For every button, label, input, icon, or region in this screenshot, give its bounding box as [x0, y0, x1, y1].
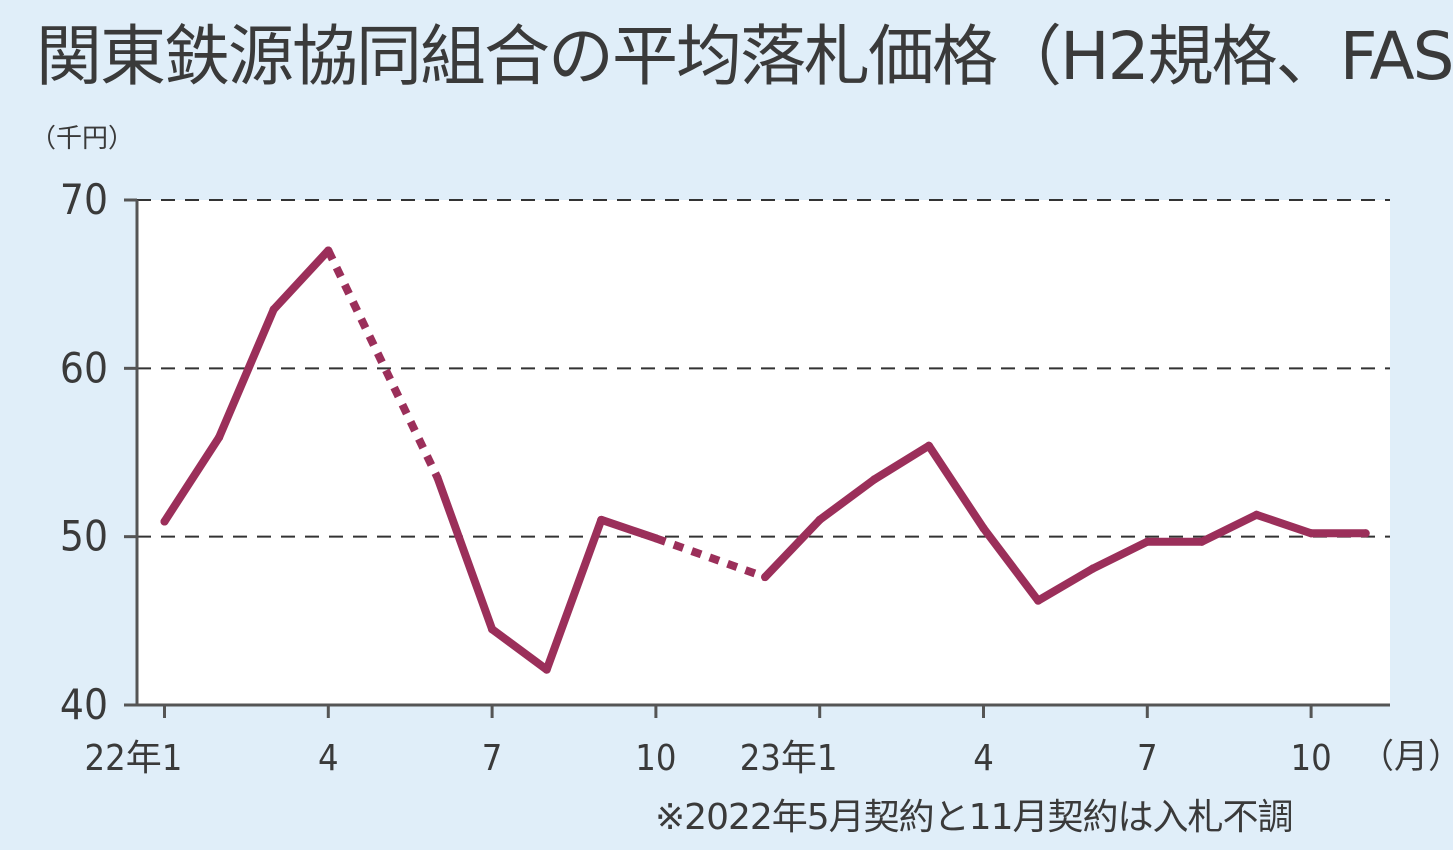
- gap-segment-dotted: [654, 534, 767, 581]
- data-point: [488, 625, 497, 634]
- data-point: [324, 246, 333, 255]
- data-point: [815, 515, 824, 524]
- line-segment: [1252, 510, 1316, 538]
- x-ticks: 22年1 4 7 10 23年1 4 7 10: [85, 705, 1332, 779]
- x-tick-label: 4: [318, 738, 339, 779]
- footnote: ※2022年5月契約と11月契約は入札不調: [655, 797, 1293, 838]
- data-point: [1034, 596, 1043, 605]
- y-axis-unit: （千円）: [30, 124, 135, 154]
- price-series: [160, 246, 1370, 674]
- y-tick-label: 70: [60, 175, 108, 224]
- line-segment: [924, 441, 988, 533]
- data-point: [433, 473, 442, 482]
- line-segment: [542, 515, 606, 674]
- x-tick-label: 7: [482, 738, 503, 779]
- line-segment: [815, 475, 879, 524]
- x-tick-label: 7: [1137, 738, 1158, 779]
- y-tick-label: 50: [60, 512, 108, 561]
- x-tick-label: 4: [973, 738, 994, 779]
- data-point: [979, 524, 988, 533]
- data-point: [761, 573, 770, 582]
- data-point: [1197, 537, 1206, 546]
- y-tick-label: 60: [60, 343, 108, 392]
- line-segment: [597, 515, 660, 543]
- line-segment: [870, 441, 933, 484]
- data-point: [1307, 529, 1316, 538]
- data-point: [1088, 564, 1097, 573]
- line-segment: [1197, 510, 1261, 546]
- x-tick-label: 22年1: [85, 738, 183, 779]
- data-point: [651, 534, 660, 543]
- x-tick-label: 23年1: [740, 738, 838, 779]
- line-segment: [1034, 564, 1097, 605]
- gap-segment-dotted: [324, 248, 442, 480]
- line-segment: [979, 524, 1043, 605]
- line-segment: [433, 473, 497, 634]
- data-point: [597, 515, 606, 524]
- data-point: [1252, 510, 1261, 519]
- grid-lines: [137, 199, 1390, 538]
- data-point: [542, 665, 551, 674]
- data-point: [924, 441, 933, 450]
- line-segment: [488, 625, 551, 674]
- data-point: [1143, 537, 1152, 546]
- line-segment: [1088, 537, 1152, 573]
- x-tick-label: 10: [635, 738, 676, 779]
- x-tick-label: 10: [1290, 738, 1331, 779]
- chart-title: 関東鉄源協同組合の平均落札価格（H2規格、FAS）: [36, 18, 1453, 95]
- line-segment: [160, 433, 224, 526]
- line-segment: [215, 305, 278, 442]
- y-ticks: 70 60 50 40: [60, 175, 137, 729]
- data-point: [215, 433, 224, 442]
- data-point: [269, 305, 278, 314]
- data-point: [870, 475, 879, 484]
- line-segment: [761, 515, 824, 582]
- line-segment: [269, 246, 333, 314]
- data-point: [160, 517, 169, 526]
- plot-area: [137, 200, 1390, 705]
- x-axis-unit: （月）: [1360, 737, 1453, 777]
- y-tick-label: 40: [60, 680, 108, 729]
- data-point: [1361, 529, 1370, 538]
